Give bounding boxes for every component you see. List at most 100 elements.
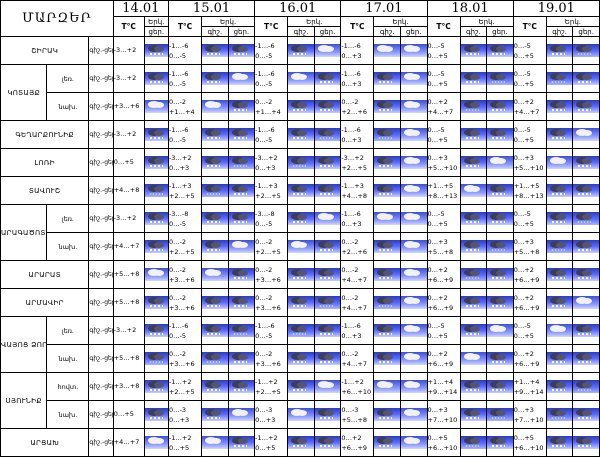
cloud-shape (555, 326, 566, 332)
snow-cloud-icon (229, 268, 254, 281)
cloud-shape (409, 46, 420, 52)
temp-day: +9…+14 (427, 387, 458, 396)
temp-19: 0…+3 +7…+10 (512, 400, 547, 429)
precipitation-shape (577, 248, 592, 252)
cloud-shape (555, 410, 566, 416)
temp-15: -1…-6 0…-5 (167, 120, 203, 149)
sky-night-19 (545, 400, 574, 429)
snow-cloud-icon (288, 100, 314, 113)
cloud-shape (153, 382, 164, 388)
temp-night: -3…-8 (255, 209, 275, 218)
cloud-shape (153, 46, 164, 52)
snow-cloud-icon (315, 324, 340, 337)
precipitation-shape (318, 164, 333, 168)
night-day-label: գիշ.-ցեր. (88, 204, 114, 233)
sky-day-17 (399, 316, 428, 345)
temp-night: 0…-5 (513, 41, 531, 50)
cloud-icon (487, 156, 513, 169)
cloud-shape (211, 214, 222, 220)
temp-night: 0…-5 (427, 125, 445, 134)
sky-cell-14 (143, 92, 169, 121)
cloud-icon (401, 268, 427, 281)
temp-17: -3…+2 +2…+5 (340, 148, 375, 177)
precipitation-shape (577, 164, 592, 168)
temp-day: +2…+5 (168, 191, 195, 200)
temp-night: 0…+2 (513, 349, 534, 358)
precipitation-shape (206, 192, 221, 196)
temp-15: -3…-8 0…-5 (167, 204, 203, 233)
sky-night-16 (287, 344, 315, 373)
day-col-header: ցեր. (486, 26, 514, 37)
precipitation-shape (464, 136, 479, 140)
sky-day-15 (227, 148, 256, 177)
snow-cloud-icon (145, 324, 168, 337)
precipitation-shape (148, 136, 163, 140)
snow-cloud-icon (145, 212, 168, 225)
temp-day: +6…+9 (513, 275, 540, 284)
precipitation-shape (491, 304, 506, 308)
sky-day-19 (572, 428, 600, 457)
cloud-shape (469, 382, 480, 388)
cloud-shape (297, 382, 308, 388)
precipitation-shape (148, 332, 163, 336)
temp-day: +6…+10 (513, 443, 544, 452)
cloud-shape (323, 298, 334, 304)
temp-16: -1…-6 0…-5 (254, 36, 289, 65)
night-day-label: գիշ.-ցեր. (88, 428, 114, 457)
rain-cloud-icon (547, 72, 572, 85)
region-name: ԱՐՄԱՎԻՐ (0, 288, 90, 317)
rain-cloud-icon (374, 128, 400, 141)
sky-cell-14 (143, 232, 169, 261)
rain-cloud-icon (573, 212, 599, 225)
cloud-shape (383, 242, 394, 248)
temp-15: -1…+3 +2…+5 (167, 176, 203, 205)
sky-day-16 (313, 344, 342, 373)
sky-day-18 (486, 92, 514, 121)
snow-cloud-icon (374, 156, 400, 169)
temp-col-header: T°C (340, 16, 375, 37)
cloud-shape (153, 326, 164, 332)
cloud-shape (496, 74, 507, 80)
rain-cloud-icon (461, 436, 486, 449)
cloud-shape (323, 326, 334, 332)
snow-cloud-icon (374, 72, 400, 85)
temp-night: -1…-6 (168, 69, 189, 78)
temp-night: -1…+2 (255, 377, 278, 386)
temp-day: 0…+5 (427, 331, 448, 340)
temp-night: -1…-6 (255, 41, 275, 50)
temp-night: -1…+3 (341, 181, 364, 190)
temp-18: 0…+2 +6…+9 (426, 288, 461, 317)
temp-14: +3…+8 (112, 372, 145, 401)
sky-night-17 (373, 176, 401, 205)
snow-cloud-icon (547, 296, 572, 309)
snow-cloud-icon (202, 380, 228, 393)
precipitation-shape (577, 220, 592, 224)
sky-day-19 (572, 372, 600, 401)
temp-16: 0…-3 0…+3 (254, 400, 289, 429)
temp-night: -1…-6 (255, 125, 275, 134)
rain-cloud-icon (288, 324, 314, 337)
temp-night: 0…-2 (168, 349, 187, 358)
cloud-icon (202, 100, 228, 113)
temp-15: 0…-2 +2…+5 (167, 232, 203, 261)
cloud-shape (496, 354, 507, 360)
cloud-icon (202, 436, 228, 449)
cloud-shape (153, 130, 164, 136)
rain-cloud-icon (145, 352, 168, 365)
sky-col-header: Երկ. (459, 16, 514, 27)
cloud-shape (496, 298, 507, 304)
cloud-shape (153, 270, 164, 276)
snow-cloud-icon (315, 156, 340, 169)
sky-night-18 (459, 344, 488, 373)
precipitation-shape (148, 80, 163, 84)
precipitation-shape (577, 416, 592, 420)
cloud-shape (409, 186, 420, 192)
cloud-shape (496, 158, 507, 164)
snow-cloud-icon (288, 128, 314, 141)
temp-day: 0…+3 (341, 51, 362, 60)
temp-17: -1…+3 +4…+8 (340, 176, 375, 205)
sky-night-19 (545, 260, 574, 289)
temp-16: 0…-2 +3…+6 (254, 288, 289, 317)
temp-17: 0…-2 +4…+7 (340, 344, 375, 373)
cloud-shape (297, 130, 308, 136)
